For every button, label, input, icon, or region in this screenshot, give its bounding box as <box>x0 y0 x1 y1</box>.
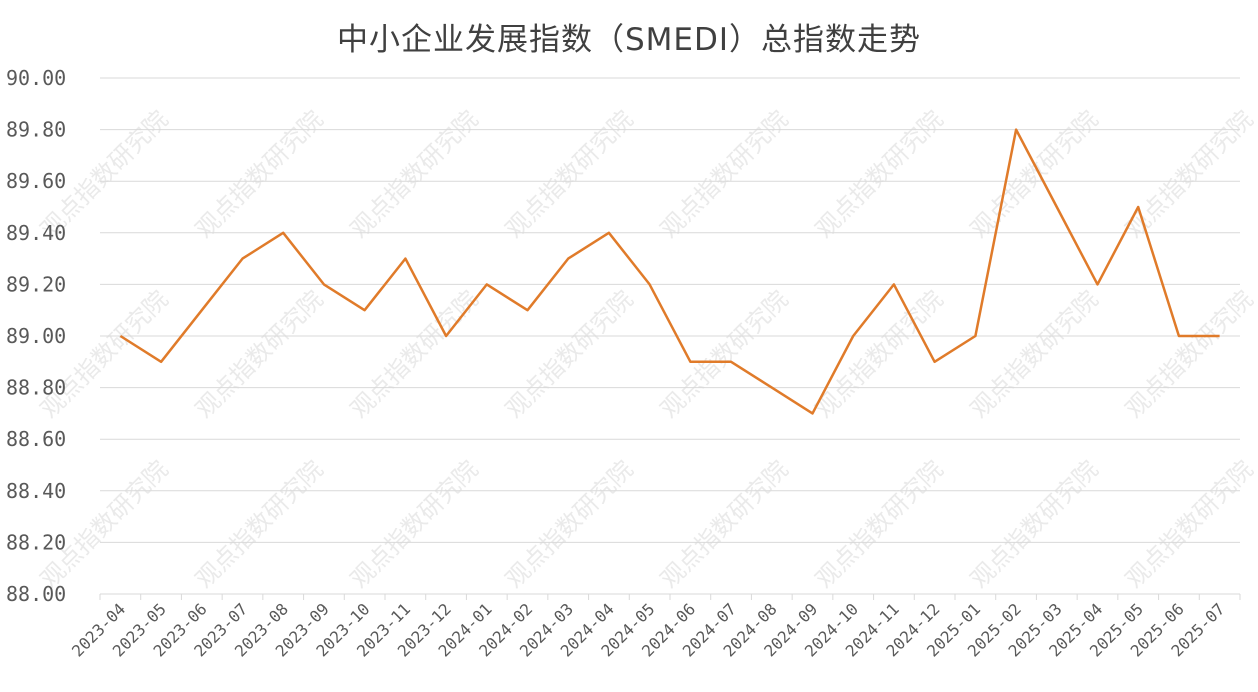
watermark-text: 观点指数研究院 <box>190 455 329 594</box>
y-tick-label: 89.60 <box>6 169 66 193</box>
series-line <box>119 128 1220 415</box>
watermark-text: 观点指数研究院 <box>1120 285 1258 424</box>
y-tick-label: 89.80 <box>6 118 66 142</box>
watermark-layer: 观点指数研究院观点指数研究院观点指数研究院观点指数研究院观点指数研究院观点指数研… <box>35 105 1258 594</box>
y-tick-label: 88.20 <box>6 530 66 554</box>
watermark-text: 观点指数研究院 <box>810 455 949 594</box>
y-tick-label: 88.00 <box>6 582 66 606</box>
watermark-text: 观点指数研究院 <box>500 105 639 244</box>
watermark-text: 观点指数研究院 <box>655 105 794 244</box>
watermark-text: 观点指数研究院 <box>810 105 949 244</box>
y-tick-label: 88.80 <box>6 376 66 400</box>
watermark-text: 观点指数研究院 <box>500 455 639 594</box>
y-axis-ticks: 88.00 88.20 88.40 88.60 88.80 89.00 89.20 89.40… <box>6 66 66 606</box>
y-tick-label: 89.00 <box>6 324 66 348</box>
gridlines <box>100 77 1240 595</box>
y-tick-label: 89.40 <box>6 221 66 245</box>
watermark-text: 观点指数研究院 <box>1120 455 1258 594</box>
x-axis-ticks: 2023-042023-052023-062023-072023-082023-… <box>68 599 1228 660</box>
y-tick-label: 88.40 <box>6 479 66 503</box>
watermark-text: 观点指数研究院 <box>190 285 329 424</box>
x-axis-tick-marks <box>99 594 1241 600</box>
watermark-text: 观点指数研究院 <box>345 285 484 424</box>
watermark-text: 观点指数研究院 <box>655 285 794 424</box>
watermark-text: 观点指数研究院 <box>35 285 174 424</box>
watermark-text: 观点指数研究院 <box>655 455 794 594</box>
y-tick-label: 89.20 <box>6 272 66 296</box>
watermark-text: 观点指数研究院 <box>345 455 484 594</box>
watermark-text: 观点指数研究院 <box>190 105 329 244</box>
y-tick-label: 90.00 <box>6 66 66 90</box>
chart-title: 中小企业发展指数（SMEDI）总指数走势 <box>336 22 922 58</box>
watermark-text: 观点指数研究院 <box>35 455 174 594</box>
y-tick-label: 88.60 <box>6 427 66 451</box>
watermark-text: 观点指数研究院 <box>965 285 1104 424</box>
watermark-text: 观点指数研究院 <box>810 285 949 424</box>
watermark-text: 观点指数研究院 <box>965 105 1104 244</box>
watermark-text: 观点指数研究院 <box>345 105 484 244</box>
watermark-text: 观点指数研究院 <box>965 455 1104 594</box>
watermark-text: 观点指数研究院 <box>1120 105 1258 244</box>
